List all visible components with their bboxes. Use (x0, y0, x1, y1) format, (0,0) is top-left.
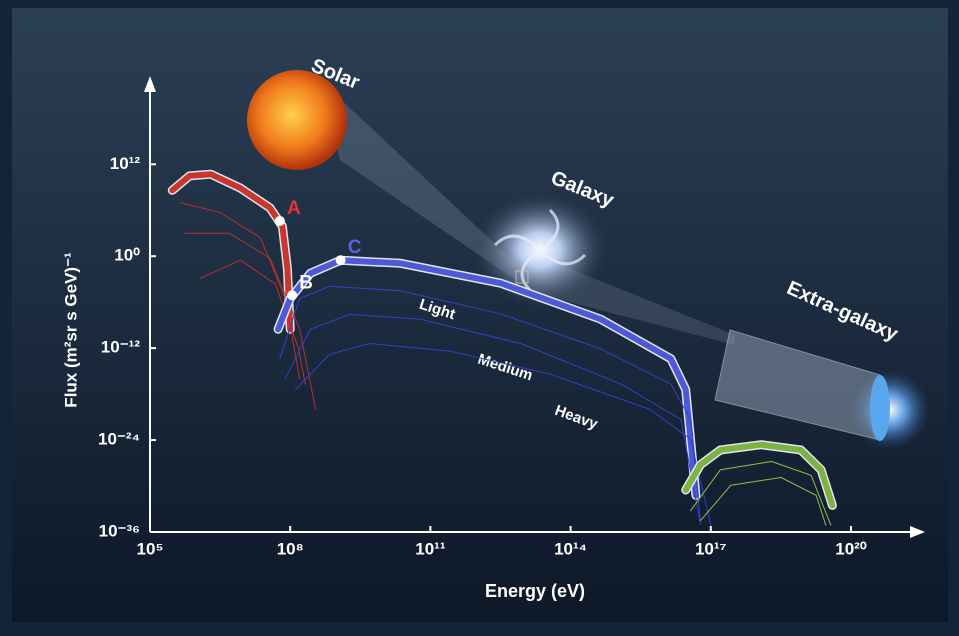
x-tick-label: 10²⁰ (835, 539, 867, 558)
panel (12, 8, 948, 622)
y-tick-label: 10⁻²⁴ (98, 430, 140, 449)
x-axis-arrow (910, 526, 925, 538)
x-tick-label: 10⁵ (137, 539, 164, 558)
point-label: A (287, 198, 301, 219)
x-tick-label: 10⁸ (277, 539, 304, 558)
y-tick-label: 10⁻¹² (101, 338, 141, 357)
series-line (169, 171, 294, 333)
point (274, 215, 285, 226)
light-beam (320, 80, 523, 285)
series-line (295, 343, 712, 526)
series-line (279, 285, 701, 522)
x-axis-label: Energy (eV) (485, 581, 585, 601)
series-line (690, 461, 832, 526)
y-tick-label: 10⁻³⁶ (99, 521, 140, 540)
y-tick-label: 10⁰ (114, 246, 140, 265)
series-line (199, 259, 306, 385)
x-tick-label: 10¹¹ (415, 539, 446, 558)
extra-galaxy-rim (870, 375, 890, 441)
galaxy-arms (493, 208, 587, 292)
point-label: C (348, 237, 362, 258)
series-line (682, 441, 836, 509)
galaxy-marker (515, 270, 529, 284)
series-line (284, 313, 701, 525)
y-axis-label: Flux (m²sr s GeV)⁻¹ (61, 252, 80, 408)
y-tick-label: 10¹² (110, 154, 141, 173)
point (335, 255, 346, 266)
point (287, 290, 298, 301)
sun-image (247, 70, 347, 170)
x-tick-label: 10¹⁷ (695, 539, 727, 558)
point-label: B (299, 272, 313, 293)
x-tick-label: 10¹⁴ (554, 539, 587, 558)
series-line (699, 477, 827, 526)
series-line (275, 257, 699, 499)
y-axis-arrow (144, 76, 156, 92)
series-line (184, 232, 317, 410)
